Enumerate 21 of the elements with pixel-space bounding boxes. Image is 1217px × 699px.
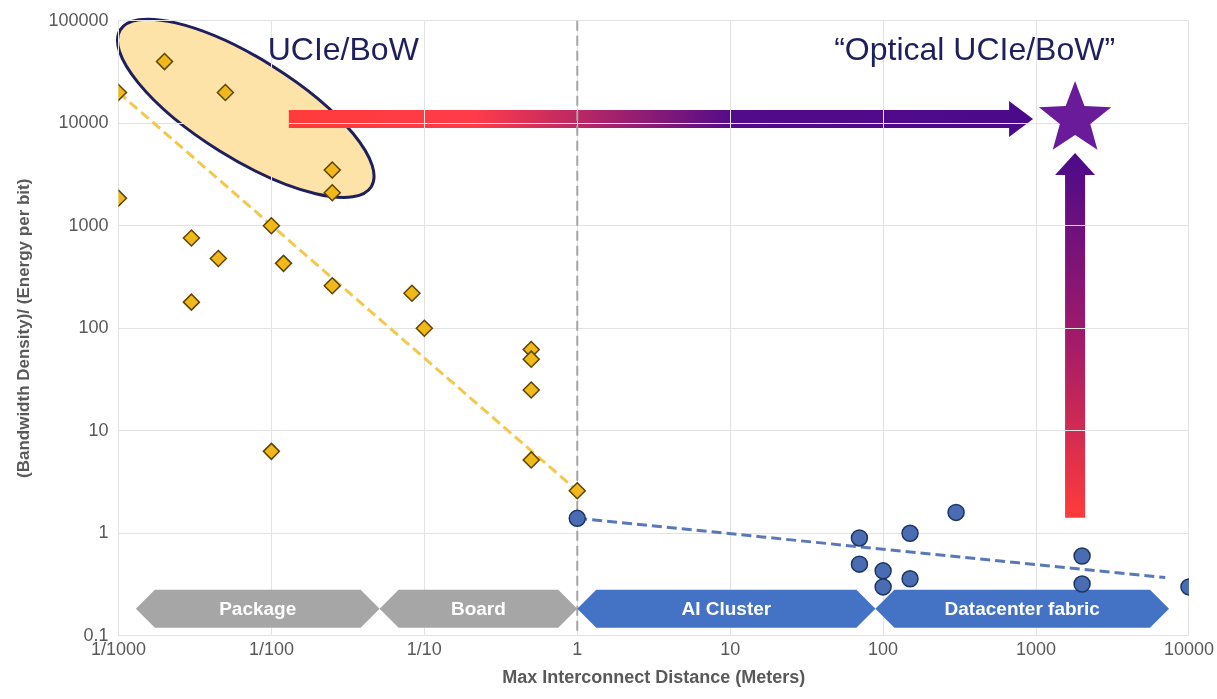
y-tick-label: 1 (98, 522, 109, 543)
band-label: Package (219, 598, 297, 620)
y-tick-label: 1000 (68, 214, 109, 235)
x-tick-label: 1/10 (406, 638, 442, 659)
band-label: Board (450, 598, 506, 620)
y-tick-label: 10000 (58, 112, 109, 133)
x-tick-label: 100 (868, 638, 899, 659)
y-tick-label: 10 (88, 419, 109, 440)
annotation: “Optical UCIe/BoW” (834, 30, 1116, 67)
band-label: Datacenter fabric (944, 598, 1101, 620)
x-tick-label: 10 (720, 638, 741, 659)
annotation: UCIe/BoW (267, 30, 420, 67)
y-tick-label: 100 (78, 317, 109, 338)
x-tick-label: 1/100 (248, 638, 294, 659)
x-tick-label: 10000 (1163, 638, 1214, 659)
x-axis-title: Max Interconnect Distance (Meters) (502, 667, 806, 688)
band-label: AI Cluster (681, 598, 772, 620)
y-axis-title: (Bandwidth Density)/ (Energy per bit) (13, 178, 33, 478)
y-tick-label: 100000 (48, 9, 109, 30)
x-tick-label: 1000 (1016, 638, 1057, 659)
x-tick-label: 1 (572, 638, 583, 659)
